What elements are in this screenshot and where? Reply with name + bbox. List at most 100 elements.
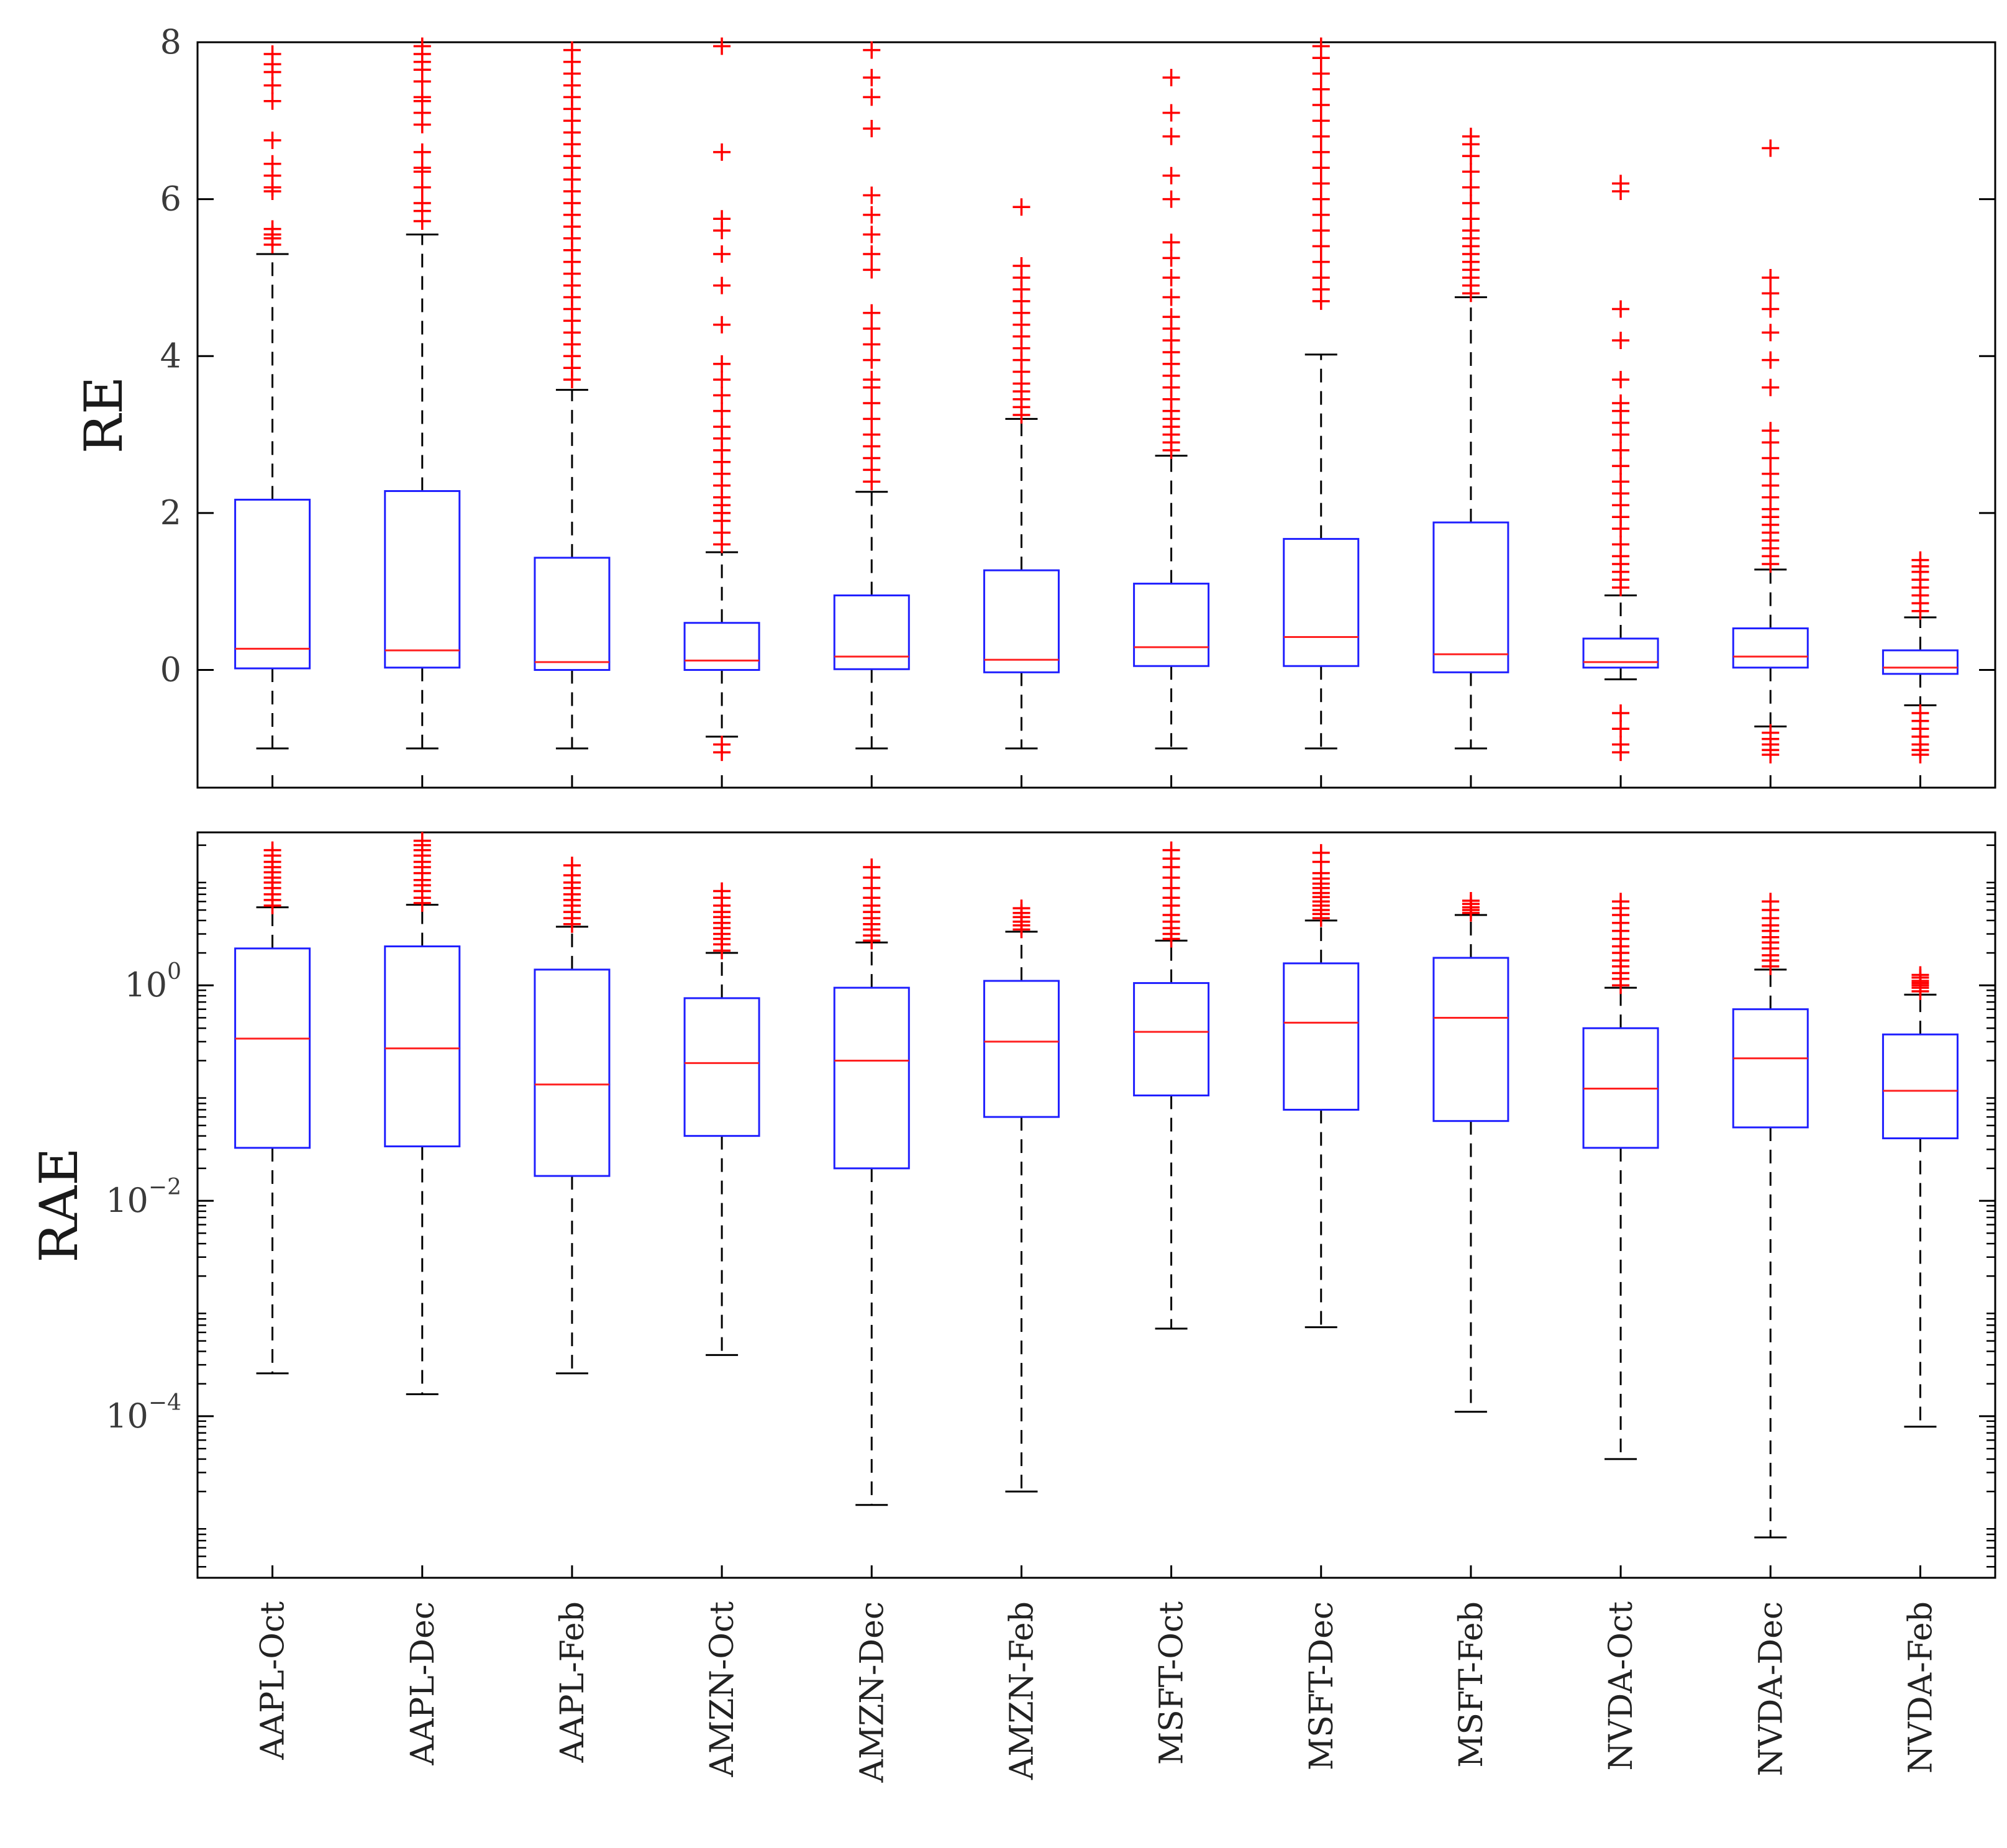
iqr-box <box>384 490 461 669</box>
outlier-point <box>863 410 881 428</box>
outlier-point <box>713 276 731 294</box>
outlier-point <box>1312 844 1330 862</box>
y-tick-label: 4 <box>160 336 181 375</box>
outlier-point <box>1162 166 1180 184</box>
outlier-point <box>713 386 731 404</box>
x-tick-label: AMZN-Feb <box>1003 1601 1040 1780</box>
box-msft-feb <box>1432 127 1509 750</box>
outlier-point <box>863 320 881 338</box>
x-tick-label: NVDA-Oct <box>1603 1601 1640 1771</box>
outlier-point <box>1462 892 1480 910</box>
outlier-point <box>1162 268 1180 286</box>
y-tick-label: 6 <box>160 180 181 219</box>
outlier-point <box>413 143 431 161</box>
outlier-point <box>1312 268 1330 286</box>
box-aapl-oct <box>234 45 311 750</box>
box-amzn-oct <box>683 37 760 762</box>
box-aapl-feb <box>534 857 611 1375</box>
outlier-point <box>1312 143 1330 161</box>
outlier-point <box>263 155 281 173</box>
x-tick-label: MSFT-Oct <box>1154 1601 1191 1765</box>
y-axis-label: RAE <box>29 1147 89 1262</box>
iqr-box <box>1283 962 1360 1111</box>
iqr-box <box>384 945 461 1147</box>
outlier-point <box>713 37 731 55</box>
box-nvda-dec <box>1732 893 1809 1539</box>
outlier-point <box>1612 473 1630 491</box>
outlier-point <box>1762 893 1780 911</box>
iqr-box <box>1732 627 1809 669</box>
outlier-point <box>1762 324 1780 342</box>
outlier-point <box>1612 704 1630 722</box>
iqr-box <box>683 622 760 671</box>
outlier-point <box>1162 249 1180 267</box>
iqr-box <box>1582 637 1659 669</box>
outlier-point <box>863 206 881 224</box>
outlier-point <box>1162 234 1180 252</box>
outlier-point <box>263 131 281 149</box>
x-tick-label: AAPL-Dec <box>404 1601 442 1766</box>
iqr-box <box>1882 649 1959 675</box>
outlier-point <box>1612 457 1630 475</box>
outlier-point <box>713 744 731 762</box>
iqr-box <box>234 947 311 1149</box>
outlier-point <box>713 210 731 228</box>
outlier-point <box>1612 300 1630 318</box>
outlier-point <box>1762 465 1780 483</box>
x-tick-label: AMZN-Oct <box>704 1601 741 1778</box>
outlier-point <box>1312 175 1330 193</box>
outlier-point <box>1612 332 1630 349</box>
box-aapl-dec <box>384 37 461 750</box>
x-tick-label: NVDA-Feb <box>1902 1601 1939 1773</box>
outlier-point <box>1612 394 1630 412</box>
iqr-box <box>1732 1008 1809 1129</box>
x-tick-label: MSFT-Feb <box>1453 1601 1490 1768</box>
iqr-box <box>833 594 910 670</box>
outlier-point <box>713 143 731 161</box>
outlier-point <box>1911 551 1929 569</box>
outlier-point <box>1762 300 1780 318</box>
outlier-point <box>713 355 731 373</box>
box-amzn-dec <box>833 858 910 1506</box>
box-aapl-dec <box>384 832 461 1395</box>
outlier-point <box>413 159 431 177</box>
outlier-point <box>563 857 581 875</box>
box-amzn-feb <box>983 899 1060 1493</box>
outlier-point <box>1162 104 1180 122</box>
outlier-point <box>863 304 881 322</box>
outlier-point <box>263 92 281 110</box>
outlier-point <box>1162 190 1180 208</box>
iqr-box <box>1133 583 1210 667</box>
outlier-point <box>263 841 281 859</box>
outlier-point <box>1162 288 1180 306</box>
y-tick-label: 8 <box>160 22 181 61</box>
box-nvda-feb <box>1882 966 1959 1428</box>
outlier-point <box>863 41 881 59</box>
iqr-box <box>1133 982 1210 1097</box>
plot-frame <box>196 831 1996 1579</box>
outlier-point <box>1462 194 1480 212</box>
iqr-box <box>534 557 611 671</box>
iqr-box <box>983 569 1060 673</box>
outlier-point <box>1312 80 1330 98</box>
y-tick-label: 2 <box>160 493 181 532</box>
box-nvda-oct <box>1582 175 1659 762</box>
outlier-point <box>1762 422 1780 440</box>
outlier-point <box>1013 198 1031 216</box>
outlier-point <box>1612 744 1630 762</box>
outlier-point <box>863 261 881 279</box>
iqr-box <box>1882 1033 1959 1140</box>
outlier-point <box>863 225 881 244</box>
outlier-point <box>1762 449 1780 467</box>
box-nvda-oct <box>1582 893 1659 1460</box>
outlier-point <box>1312 37 1330 55</box>
outlier-point <box>1911 966 1929 984</box>
outlier-point <box>1612 720 1630 738</box>
x-tick-label: MSFT-Dec <box>1303 1601 1340 1770</box>
box-nvda-dec <box>1732 139 1809 763</box>
panel-re: 0 2 4 6 8 RE <box>73 22 1996 789</box>
outlier-point <box>1312 127 1330 145</box>
y-tick-label: 100 <box>124 959 181 1004</box>
box-nvda-feb <box>1882 551 1959 763</box>
